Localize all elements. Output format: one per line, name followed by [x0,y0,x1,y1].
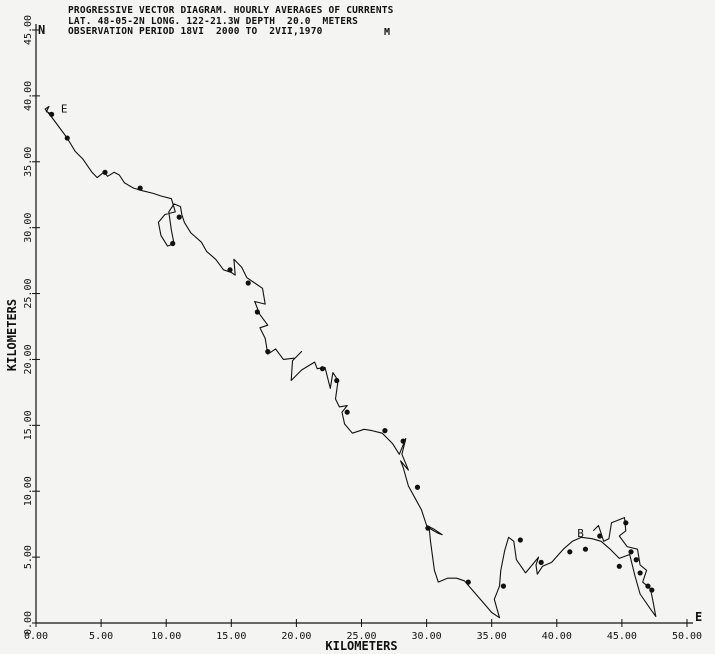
daily-point [628,549,634,555]
daily-point [227,267,233,273]
daily-point [265,348,271,355]
y-tick-label: 40.00 [23,81,34,111]
daily-point [500,583,507,589]
y-ticks: 0.00 5.00 10.00 15.00 20.00 25.00 30.00 35.00 40… [23,15,40,635]
daily-point [102,169,108,175]
daily-point [465,579,471,585]
daily-point [623,520,629,526]
daily-point [245,280,251,286]
x-tick-label: 30.00 [412,631,442,642]
y-tick-label: 30.00 [23,213,34,243]
daily-point [597,533,603,539]
daily-point [637,570,643,576]
x-tick-label: 35.00 [477,631,507,642]
header-period-line: OBSERVATION PERIOD 18VI 2000 TO 2VII,197… [68,26,323,37]
daily-point [538,559,544,565]
daily-point [633,557,639,563]
x-tick-label: 25.00 [346,631,376,642]
east-axis-label: E [695,610,702,624]
daily-point [49,111,55,117]
daily-point [254,309,260,315]
x-axis-title: KILOMETERS [325,639,397,653]
daily-point [582,546,589,552]
x-ticks: 0.00 5.00 10.00 15.00 20.00 25.00 30.00 35.00 40… [24,619,702,642]
x-tick-label: 15.00 [216,631,246,642]
daily-point [517,537,523,543]
daily-point [137,185,143,191]
begin-marker-label: B [577,527,584,540]
north-axis-label: N [38,23,45,37]
header-location-line: LAT. 48-05-2N LONG. 122-21.3W DEPTH 20.0… [68,15,359,27]
y-tick-label: 20.00 [23,344,34,374]
daily-point [425,525,431,531]
x-tick-label: 5.00 [89,631,113,642]
daily-points [49,111,655,593]
daily-point [616,563,622,569]
daily-point [414,484,421,490]
x-tick-label: 45.00 [607,631,637,642]
header-title-line: PROGRESSIVE VECTOR DIAGRAM. HOURLY AVERA… [68,5,394,16]
y-tick-label: 5.00 [23,545,34,569]
daily-point [170,240,176,247]
axes [35,24,693,624]
daily-point [64,135,70,141]
y-tick-label: 0.00 [23,611,34,635]
y-tick-label: 45.00 [23,15,34,45]
daily-point [649,587,655,593]
end-marker-label: E [61,102,68,115]
header-mark: M [384,27,391,38]
y-tick-label: 25.00 [23,279,34,309]
y-tick-label: 10.00 [23,476,34,506]
daily-point [319,366,326,372]
daily-point [567,549,573,555]
x-tick-label: 50.00 [672,631,702,642]
daily-point [176,214,182,220]
trajectory-line [44,105,657,619]
x-tick-label: 0.00 [24,631,48,642]
daily-point [334,377,340,384]
y-axis-title: KILOMETERS [5,299,19,371]
daily-point [400,438,406,444]
x-tick-label: 20.00 [281,631,311,642]
daily-point [645,583,651,589]
chart-header: PROGRESSIVE VECTOR DIAGRAM. HOURLY AVERA… [68,5,394,38]
x-tick-label: 40.00 [542,631,572,642]
x-tick-label: 10.00 [151,631,181,642]
y-tick-label: 15.00 [23,410,34,440]
y-tick-label: 35.00 [23,147,34,177]
daily-point [382,428,388,434]
daily-point [344,409,350,415]
